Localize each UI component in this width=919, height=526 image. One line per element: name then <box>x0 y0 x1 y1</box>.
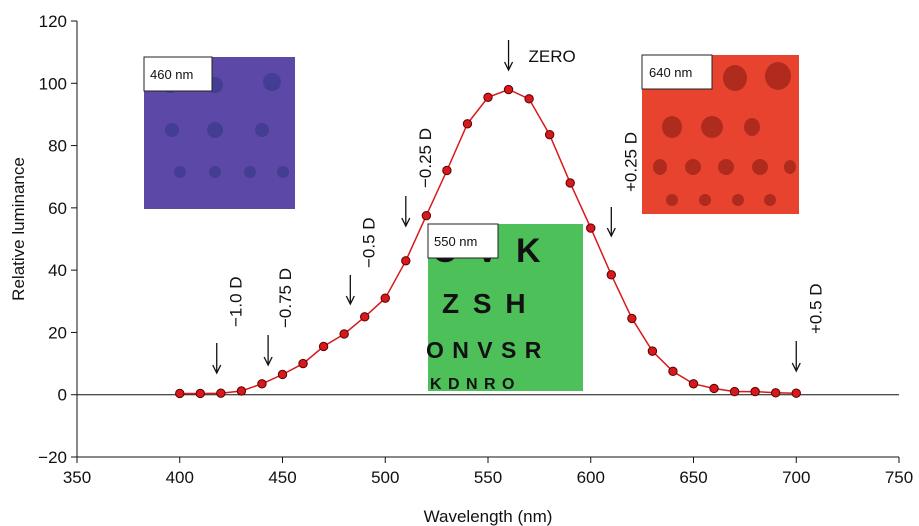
data-point <box>216 388 226 398</box>
data-point <box>195 388 206 399</box>
zero-arrow-head <box>503 61 514 72</box>
inset-640-label: 640 nm <box>649 65 692 80</box>
data-point <box>709 383 719 394</box>
data-point <box>318 341 329 352</box>
plus-05-arrow-head <box>791 362 801 373</box>
y-tick-label: 20 <box>48 323 67 342</box>
data-point <box>360 312 370 322</box>
data-point <box>524 94 534 104</box>
data-point <box>462 119 473 129</box>
inset-550: O V K Z S H O N V S R K D N R O 550 nm <box>426 223 583 393</box>
annotation-plus-0-25-d: +0.25 D <box>621 132 640 192</box>
y-axis-ticks: −20 0 20 40 60 80 100 120 <box>38 12 77 467</box>
x-tick-label: 700 <box>782 468 810 487</box>
data-point <box>647 346 658 356</box>
data-point <box>483 92 493 103</box>
inset-640: 640 nm <box>641 54 799 214</box>
inset-550-label: 550 nm <box>434 234 477 249</box>
inset-640-label-box <box>641 54 713 90</box>
plus-025-arrow-head <box>606 227 616 238</box>
data-point <box>236 386 247 396</box>
data-point <box>586 223 596 233</box>
data-point <box>421 210 432 221</box>
inset-460: 460 nm <box>143 56 295 209</box>
data-point <box>668 366 678 377</box>
x-tick-label: 450 <box>268 468 296 487</box>
data-point <box>257 379 267 389</box>
x-tick-label: 350 <box>63 468 91 487</box>
x-axis-ticks: 350 400 450 500 550 600 650 700 750 <box>63 457 913 487</box>
data-point <box>627 313 637 324</box>
annotation-minus-0-25-d: −0.25 D <box>416 128 435 188</box>
y-axis-title: Relative luminance <box>9 157 28 301</box>
x-tick-label: 400 <box>166 468 194 487</box>
annotation-plus-0-5-d: +0.5 D <box>806 283 825 334</box>
x-tick-label: 600 <box>577 468 605 487</box>
annotation-minus-0-5-d: −0.5 D <box>359 217 378 268</box>
x-tick-label: 500 <box>371 468 399 487</box>
series-points <box>175 84 801 399</box>
data-point <box>503 84 514 95</box>
inset-550-label-box <box>427 223 499 259</box>
data-point <box>401 256 411 266</box>
data-point <box>688 379 699 389</box>
data-point <box>729 386 740 397</box>
inset-640-blur-shapes <box>653 62 796 206</box>
data-point <box>442 165 452 176</box>
data-point <box>298 358 308 369</box>
y-tick-label: 60 <box>48 199 67 218</box>
annotation-minus-0-75-d: −0.75 D <box>276 268 295 328</box>
annotation-minus-1-0-d: −1.0 D <box>227 276 246 327</box>
data-point <box>175 388 185 399</box>
y-tick-label: 40 <box>48 261 67 280</box>
data-point <box>791 388 801 398</box>
data-point <box>565 178 575 188</box>
data-point <box>606 270 616 280</box>
minus-10-arrow-head <box>212 364 222 375</box>
data-point <box>771 388 781 398</box>
y-tick-label: 80 <box>48 137 67 156</box>
x-tick-label: 650 <box>679 468 707 487</box>
y-tick-label: 100 <box>39 74 67 93</box>
data-point <box>544 129 555 140</box>
minus-075-arrow-head <box>263 356 273 367</box>
x-tick-label: 550 <box>474 468 502 487</box>
x-tick-label: 750 <box>885 468 913 487</box>
x-axis-title: Wavelength (nm) <box>424 507 553 526</box>
inset-550-row-4: K D N R O <box>430 376 515 393</box>
data-point <box>750 386 760 397</box>
y-tick-label: −20 <box>38 448 67 467</box>
y-tick-label: 0 <box>58 386 67 405</box>
data-point <box>339 329 349 339</box>
inset-460-label: 460 nm <box>150 67 193 82</box>
inset-460-label-box <box>143 56 213 92</box>
annotation-zero: ZERO <box>529 47 576 66</box>
minus-025-arrow-head <box>401 217 411 228</box>
inset-550-row-3: O N V S R <box>426 337 542 363</box>
data-point <box>380 293 390 303</box>
annotations: ZERO −0.25 D +0.25 D −0.5 D −0.75 D −1.0 D +0.… <box>212 40 825 375</box>
data-point <box>277 369 288 380</box>
y-tick-label: 120 <box>39 12 67 31</box>
inset-550-row-2: Z S H <box>442 288 529 319</box>
minus-05-arrow-head <box>345 295 355 306</box>
